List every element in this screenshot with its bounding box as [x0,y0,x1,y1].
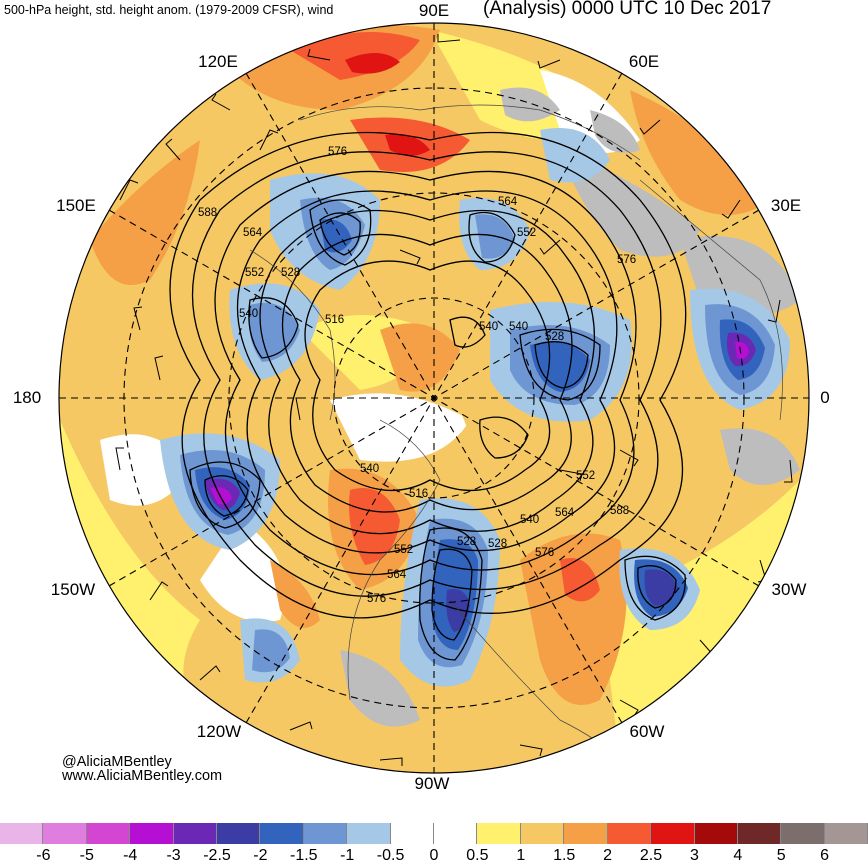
contour-label: 564 [387,569,407,581]
colorbar-cell [43,823,87,844]
contour-label: 588 [610,505,629,517]
lon-label-60w: 60W [629,722,665,741]
colorbar-label: 2 [603,847,613,864]
colorbar-cell [607,823,652,844]
anomaly-colorbar [0,823,868,844]
colorbar-cell [564,823,608,844]
colorbar-label: -5 [79,847,94,864]
colorbar-cell [694,823,738,844]
contour-label: 552 [517,227,536,239]
lon-label-150e: 150E [56,196,96,215]
colorbar-label: 3 [689,847,699,864]
colorbar-label: -1 [340,847,355,864]
contour-label: 576 [535,547,554,559]
contour-label: 528 [281,267,300,279]
colorbar-cell [737,823,782,844]
contour-label: 528 [545,331,564,343]
colorbar-label: -4 [123,847,138,864]
wind-barbs [115,34,793,766]
colorbar-cell [86,823,131,844]
colorbar-cell [0,823,44,844]
contour-label: 516 [325,314,344,326]
analysis-time: (Analysis) 0000 UTC 10 Dec 2017 [483,0,772,19]
colorbar-label: 5 [776,847,786,864]
contour-label: 552 [245,267,264,279]
colorbar-label: 6 [820,847,830,864]
contour-label: 576 [617,254,636,266]
lon-label-180: 180 [12,388,42,407]
chart-title: 500-hPa height, std. height anom. (1979-… [4,3,334,17]
contour-label: 540 [520,514,539,526]
contour-label: 576 [328,146,347,158]
colorbar-cell [651,823,695,844]
contour-label: 552 [394,544,413,556]
colorbar-cell [477,823,521,844]
colorbar-label: -1.5 [290,847,318,864]
credit-handle: @AliciaMBentley [62,754,172,770]
colorbar-label: -6 [36,847,51,864]
contour-label: 540 [479,321,498,333]
colorbar-label: -0.5 [376,847,405,864]
colorbar-cell [390,823,435,844]
credit-site: www.AliciaMBentley.com [62,768,223,784]
contour-label: 576 [367,593,386,605]
colorbar-label: 0.5 [466,847,489,864]
lon-label-120e: 120E [198,52,238,71]
lon-label-90e: 90E [418,1,450,20]
contour-label: 540 [509,321,528,333]
colorbar-label: 1.5 [553,847,576,864]
colorbar-label: 0 [429,847,439,864]
graticule [59,23,809,773]
contour-label: 552 [576,470,595,482]
colorbar-cell [173,823,218,844]
colorbar-cell [434,823,478,844]
lon-label-30w: 30W [771,580,807,599]
map-disc [59,23,809,773]
contour-label: 540 [239,308,258,320]
colorbar-cell [130,823,174,844]
colorbar-cell [824,823,868,844]
colorbar-cell [217,823,261,844]
height-contours [169,131,687,661]
colorbar-label: -3 [166,847,181,864]
colorbar-label: 4 [733,847,743,864]
colorbar-label: -2 [253,847,268,864]
lon-label-90w: 90W [414,774,450,793]
contour-label: 528 [457,536,476,548]
contour-label: 564 [243,227,263,239]
colorbar-cell [347,823,391,844]
colorbar-cell [520,823,565,844]
lon-label-60e: 60E [628,52,660,71]
lon-label-0: 0 [820,388,830,407]
colorbar-label: 2.5 [639,847,663,864]
colorbar-cell [303,823,348,844]
colorbar-cell [260,823,304,844]
lon-label-150w: 150W [50,580,96,599]
contour-label: 540 [360,463,379,475]
contour-label: 516 [409,488,428,500]
colorbar-label: -2.5 [203,847,231,864]
lon-label-30e: 30E [770,196,802,215]
lon-label-120w: 120W [196,722,242,741]
contour-label: 528 [488,538,507,550]
colorbar-label: 1 [516,847,526,864]
contour-label: 588 [198,207,217,219]
contour-label: 564 [498,196,518,208]
contour-label: 564 [555,507,575,519]
map-border [58,22,810,774]
contour-label-group: 576 588 564 552 528 540 516 564 552 528 … [198,146,636,605]
colorbar-cell [781,823,825,844]
